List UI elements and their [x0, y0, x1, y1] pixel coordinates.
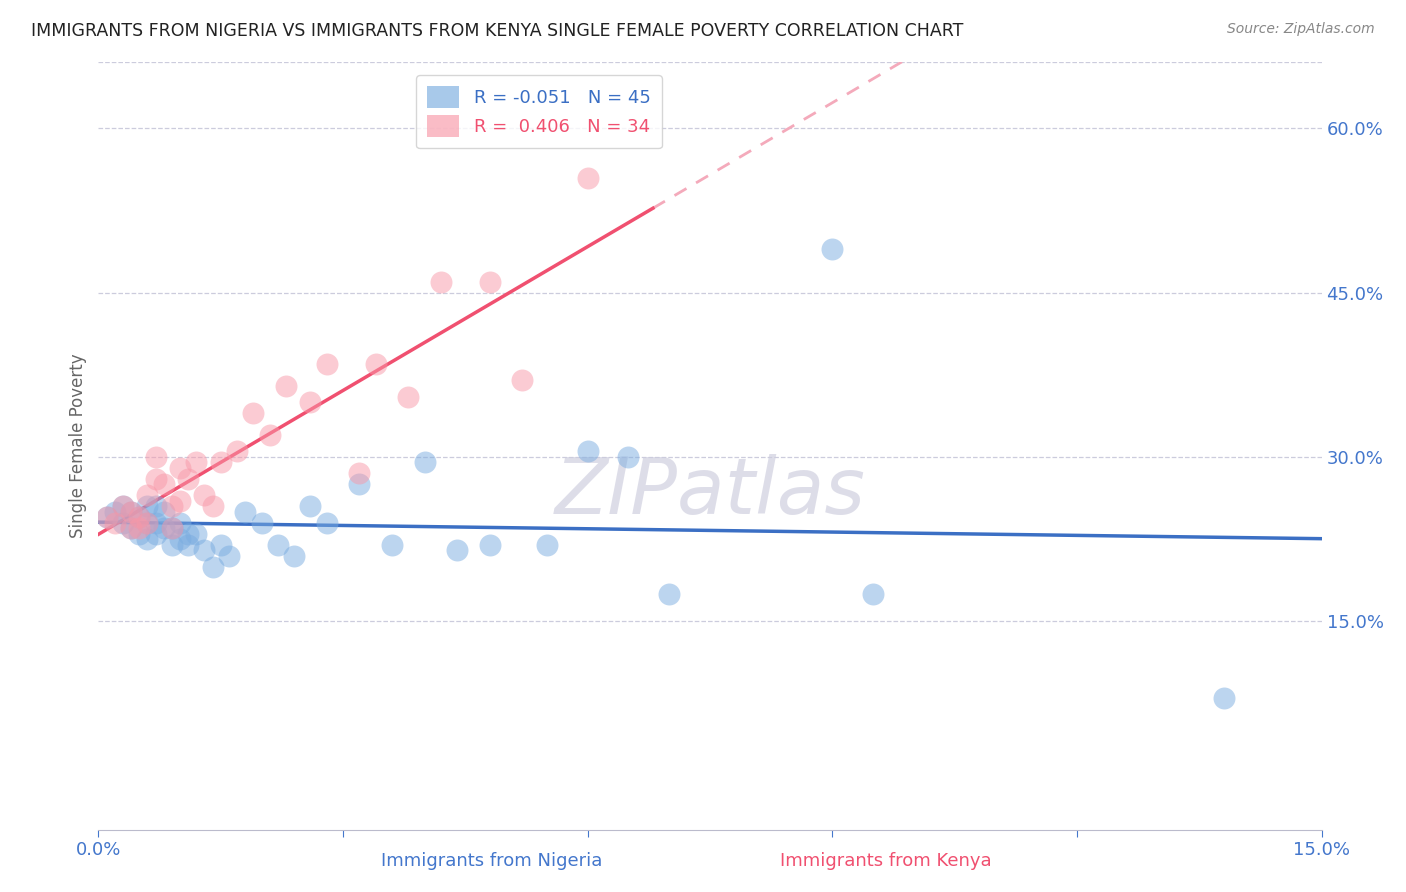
Point [1212, 691, 1234, 706]
Point [120, 521, 142, 535]
Point [120, 521, 142, 535]
Point [430, 275, 453, 289]
Point [177, 538, 200, 552]
Point [120, 505, 142, 519]
Point [446, 543, 468, 558]
Point [315, 357, 337, 371]
Point [478, 275, 501, 289]
Point [186, 526, 208, 541]
Point [218, 549, 240, 563]
Point [349, 467, 371, 481]
Point [209, 455, 232, 469]
Text: Immigrants from Kenya: Immigrants from Kenya [780, 852, 991, 870]
Point [536, 538, 558, 552]
Point [413, 455, 436, 469]
Point [96, 510, 118, 524]
Point [267, 538, 290, 552]
Point [617, 450, 640, 464]
Point [201, 500, 224, 514]
Point [274, 378, 297, 392]
Point [349, 477, 371, 491]
Point [193, 488, 215, 502]
Point [177, 472, 200, 486]
Point [283, 549, 305, 563]
Point [120, 505, 142, 519]
Point [111, 500, 134, 514]
Point [209, 538, 232, 552]
Point [250, 516, 273, 530]
Text: Immigrants from Nigeria: Immigrants from Nigeria [381, 852, 603, 870]
Point [862, 587, 884, 601]
Text: IMMIGRANTS FROM NIGERIA VS IMMIGRANTS FROM KENYA SINGLE FEMALE POVERTY CORRELATI: IMMIGRANTS FROM NIGERIA VS IMMIGRANTS FR… [31, 22, 963, 40]
Point [160, 538, 183, 552]
Point [226, 444, 249, 458]
Point [201, 559, 224, 574]
Point [169, 532, 191, 546]
Point [104, 516, 127, 530]
Point [145, 500, 167, 514]
Point [242, 406, 264, 420]
Point [152, 477, 174, 491]
Point [315, 516, 337, 530]
Point [396, 390, 419, 404]
Point [299, 500, 322, 514]
Point [136, 500, 159, 514]
Point [104, 505, 127, 519]
Y-axis label: Single Female Poverty: Single Female Poverty [69, 354, 87, 538]
Point [299, 395, 322, 409]
Point [128, 510, 150, 524]
Point [111, 500, 134, 514]
Text: Source: ZipAtlas.com: Source: ZipAtlas.com [1227, 22, 1375, 37]
Point [136, 532, 159, 546]
Point [145, 450, 167, 464]
Point [364, 357, 387, 371]
Point [169, 516, 191, 530]
Point [512, 373, 534, 387]
Point [169, 493, 191, 508]
Point [145, 516, 167, 530]
Point [96, 510, 118, 524]
Point [193, 543, 215, 558]
Point [152, 505, 174, 519]
Point [128, 521, 150, 535]
Point [128, 526, 150, 541]
Point [233, 505, 256, 519]
Point [160, 500, 183, 514]
Point [136, 516, 159, 530]
Point [576, 170, 599, 185]
Point [177, 526, 200, 541]
Point [160, 521, 183, 535]
Point [152, 521, 174, 535]
Point [821, 242, 844, 256]
Point [381, 538, 404, 552]
Legend: R = -0.051   N = 45, R =  0.406   N = 34: R = -0.051 N = 45, R = 0.406 N = 34 [416, 75, 661, 148]
Text: ZIPatlas: ZIPatlas [554, 454, 866, 530]
Point [145, 472, 167, 486]
Point [136, 516, 159, 530]
Point [128, 510, 150, 524]
Point [111, 516, 134, 530]
Point [186, 455, 208, 469]
Point [576, 444, 599, 458]
Point [145, 526, 167, 541]
Point [658, 587, 681, 601]
Point [259, 428, 281, 442]
Point [160, 521, 183, 535]
Point [169, 461, 191, 475]
Point [478, 538, 501, 552]
Point [136, 488, 159, 502]
